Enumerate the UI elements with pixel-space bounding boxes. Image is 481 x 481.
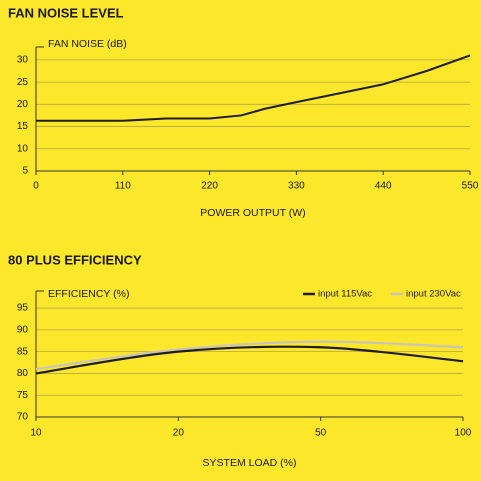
curve	[35, 340, 464, 371]
y-tick-label: 95	[17, 303, 29, 314]
legend-label: input 230Vac	[406, 289, 461, 300]
y-tick-label: 25	[17, 77, 29, 88]
x-tick-label: 550	[462, 181, 479, 192]
y-tick-label: 5	[22, 166, 28, 177]
curve	[35, 345, 464, 375]
x-tick-label: 10	[30, 428, 42, 439]
y-tick-label: 70	[17, 412, 29, 423]
y-tick-label: 30	[17, 55, 29, 66]
x-tick-label: 20	[173, 428, 185, 439]
x-tick-label: 0	[33, 181, 39, 192]
y-tick-label: 90	[17, 324, 29, 335]
y-tick-label: 75	[17, 390, 29, 401]
y-tick-label: 85	[17, 346, 29, 357]
x-tick-label: 110	[115, 181, 131, 192]
x-axis-label: POWER OUTPUT (W)	[200, 207, 305, 219]
x-tick-label: 50	[315, 428, 327, 439]
line	[36, 54, 471, 122]
chart-title: 80 PLUS EFFICIENCY	[8, 252, 142, 267]
x-tick-label: 100	[455, 428, 472, 439]
x-tick-label: 440	[375, 181, 392, 192]
legend-label: input 115Vac	[318, 289, 372, 300]
chart-title: FAN NOISE LEVEL	[8, 5, 124, 20]
y-axis-label: FAN NOISE (dB)	[48, 38, 127, 50]
y-tick-label: 80	[17, 368, 29, 379]
y-tick-label: 20	[17, 99, 29, 110]
y-tick-label: 15	[17, 121, 29, 132]
x-axis-label: SYSTEM LOAD (%)	[203, 457, 297, 469]
y-tick-label: 10	[17, 143, 29, 154]
y-axis-label: EFFICIENCY (%)	[48, 288, 129, 300]
x-tick-label: 330	[288, 181, 305, 192]
x-tick-label: 220	[201, 181, 218, 192]
